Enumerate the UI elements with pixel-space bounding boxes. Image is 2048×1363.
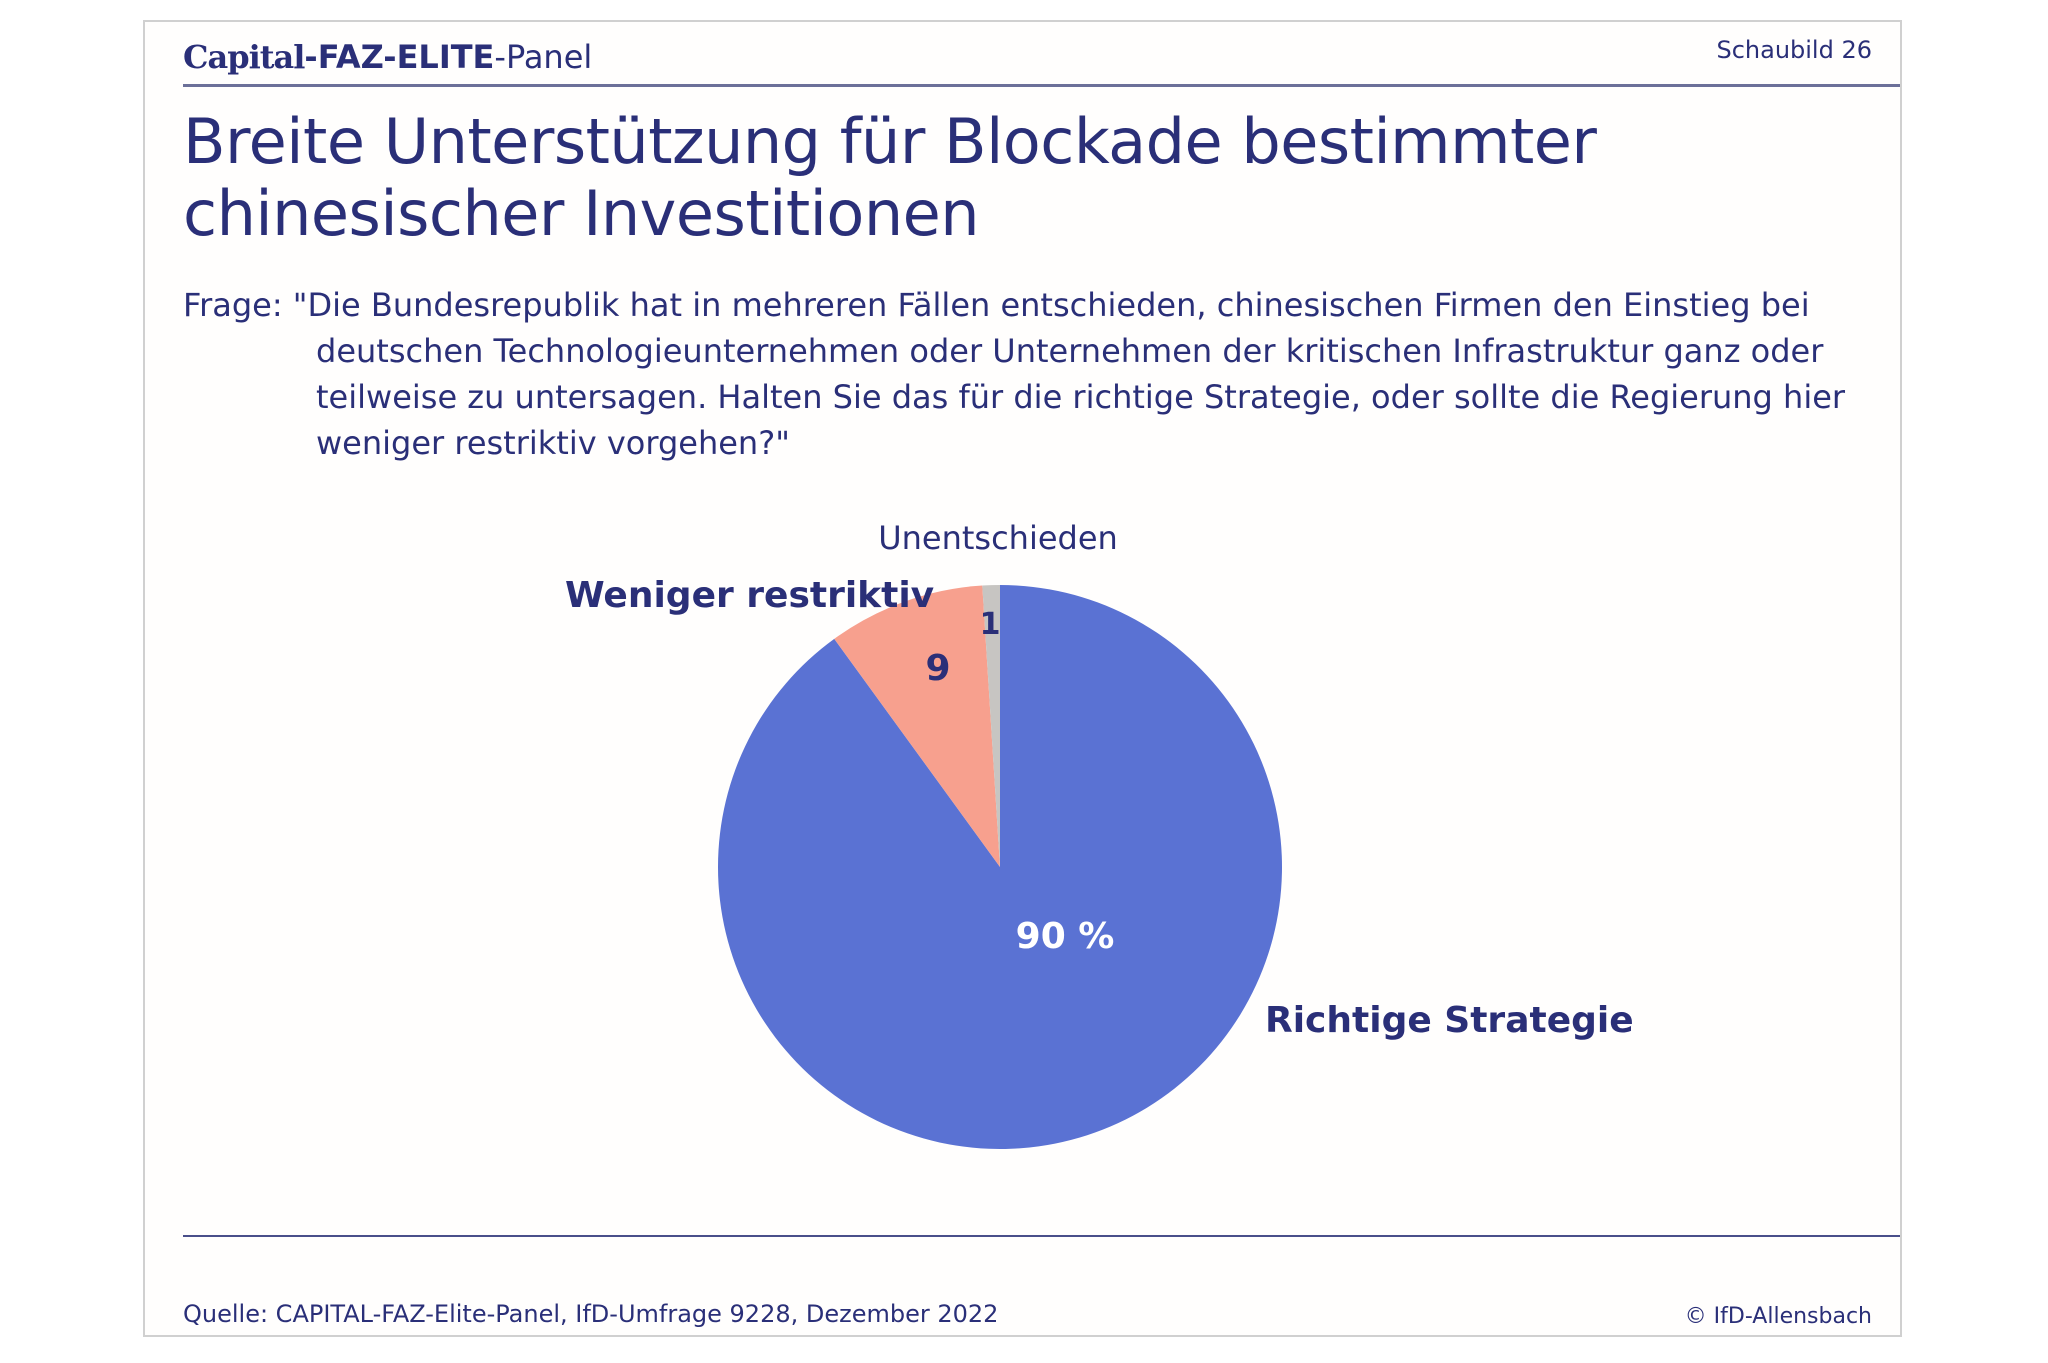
- brand-capital: Capital: [183, 38, 305, 76]
- footer-divider: [183, 1235, 1900, 1237]
- pie-slice-richtige-strategie: [718, 585, 1283, 1150]
- pie-value-weniger-restriktiv: 9: [925, 648, 950, 689]
- survey-question: Frage: "Die Bundesrepublik hat in mehrer…: [183, 286, 1846, 462]
- brand-logo: Capital-FAZ-ELITE-Panel: [183, 38, 592, 76]
- header-divider: [183, 84, 1900, 87]
- pie-value-unentschieden: 1: [980, 607, 1001, 642]
- source-note: Quelle: CAPITAL-FAZ-Elite-Panel, IfD-Umf…: [183, 1300, 999, 1328]
- pie-label-richtige-strategie: Richtige Strategie: [1265, 1000, 1634, 1041]
- pie-value-richtige-strategie: 90 %: [1016, 916, 1115, 957]
- pie-slice-unentschieden: [982, 585, 1000, 867]
- pie-chart: 90 % Richtige Strategie 9 Weniger restrikti…: [565, 519, 1634, 1150]
- chart-slide: Capital-FAZ-ELITE-Panel Schaubild 26 Bre…: [143, 20, 1902, 1337]
- copyright-note: © IfD-Allensbach: [1684, 1304, 1872, 1329]
- chart-number: Schaubild 26: [1716, 36, 1872, 64]
- brand-panel: -Panel: [494, 38, 593, 76]
- pie-slice-weniger-restriktiv: [834, 585, 1000, 867]
- pie-label-unentschieden: Unentschieden: [878, 519, 1118, 557]
- chart-title: Breite Unterstützung für Blockade bestim…: [183, 105, 1597, 250]
- brand-faz-elite: -FAZ-ELITE: [304, 38, 495, 76]
- pie-label-weniger-restriktiv: Weniger restriktiv: [565, 575, 934, 616]
